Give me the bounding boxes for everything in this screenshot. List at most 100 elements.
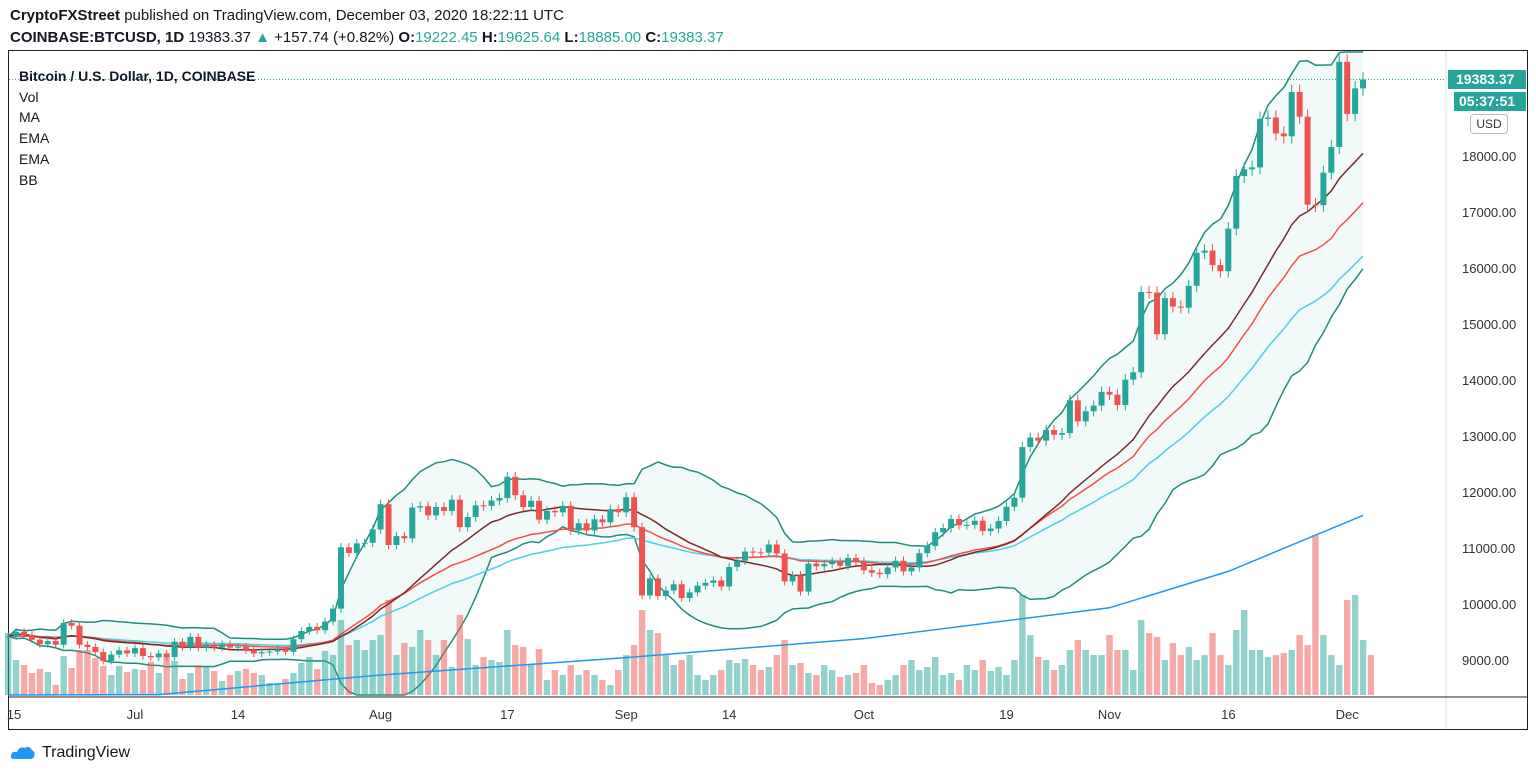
ema-slow-line[interactable]: [8, 255, 1364, 647]
author[interactable]: CryptoFXStreet: [10, 7, 121, 24]
candle[interactable]: [84, 641, 91, 651]
candle[interactable]: [282, 645, 289, 656]
candle[interactable]: [195, 633, 202, 652]
candle[interactable]: [520, 490, 527, 512]
candle[interactable]: [345, 542, 352, 558]
candle[interactable]: [1328, 139, 1335, 180]
candle[interactable]: [1098, 386, 1105, 411]
candle[interactable]: [100, 648, 107, 665]
candle[interactable]: [528, 496, 535, 512]
candle[interactable]: [1130, 366, 1137, 386]
candle[interactable]: [1177, 300, 1184, 314]
candle[interactable]: [948, 514, 955, 533]
candle[interactable]: [876, 568, 883, 579]
candle[interactable]: [892, 556, 899, 572]
candle[interactable]: [797, 571, 804, 596]
candle[interactable]: [258, 648, 265, 658]
bb-upper-line[interactable]: [7, 51, 1363, 640]
candle[interactable]: [242, 643, 249, 654]
candle[interactable]: [227, 640, 234, 652]
candle[interactable]: [1161, 292, 1168, 341]
candle[interactable]: [1344, 54, 1351, 122]
candle[interactable]: [583, 518, 590, 535]
ma-long-line[interactable]: [8, 514, 1364, 696]
candle[interactable]: [377, 499, 384, 534]
candle[interactable]: [314, 623, 321, 634]
candle[interactable]: [1272, 110, 1279, 141]
candle[interactable]: [1217, 258, 1224, 278]
candle[interactable]: [52, 637, 59, 649]
candle[interactable]: [116, 646, 123, 659]
legend-title[interactable]: Bitcoin / U.S. Dollar, 1D, COINBASE: [19, 68, 256, 84]
candle[interactable]: [734, 556, 741, 572]
candle[interactable]: [401, 531, 408, 543]
candle[interactable]: [330, 604, 337, 626]
candle[interactable]: [995, 516, 1002, 534]
candle[interactable]: [266, 647, 273, 656]
candle[interactable]: [971, 516, 978, 530]
candle[interactable]: [21, 628, 28, 639]
candle[interactable]: [1193, 246, 1200, 292]
candle[interactable]: [536, 496, 543, 525]
candle[interactable]: [1066, 394, 1073, 439]
legend-ma[interactable]: MA: [19, 109, 40, 126]
candle[interactable]: [219, 640, 226, 652]
candle[interactable]: [1233, 169, 1240, 236]
candle[interactable]: [813, 559, 820, 571]
candle[interactable]: [1051, 424, 1058, 440]
candle[interactable]: [1304, 109, 1311, 212]
candle[interactable]: [868, 566, 875, 577]
candle[interactable]: [1138, 285, 1145, 378]
candle[interactable]: [852, 553, 859, 566]
candle[interactable]: [1312, 197, 1319, 212]
candle[interactable]: [1264, 110, 1271, 127]
bb-lower-line[interactable]: [7, 268, 1364, 696]
candle[interactable]: [955, 514, 962, 530]
candle[interactable]: [512, 471, 519, 500]
candle[interactable]: [615, 504, 622, 517]
candle[interactable]: [1249, 160, 1256, 177]
candle[interactable]: [979, 516, 986, 536]
candle[interactable]: [337, 542, 344, 613]
candle[interactable]: [591, 514, 598, 535]
candle[interactable]: [448, 495, 455, 516]
candle[interactable]: [559, 501, 566, 517]
ma-line[interactable]: [7, 152, 1364, 651]
candle[interactable]: [702, 578, 709, 590]
candle[interactable]: [631, 492, 638, 532]
candle[interactable]: [623, 492, 630, 517]
candle[interactable]: [924, 541, 931, 558]
candle[interactable]: [765, 540, 772, 557]
candle[interactable]: [963, 520, 970, 530]
candle[interactable]: [440, 502, 447, 516]
candle[interactable]: [496, 493, 503, 506]
candle[interactable]: [646, 574, 653, 600]
candle[interactable]: [1280, 126, 1287, 144]
candle[interactable]: [92, 643, 99, 656]
candle[interactable]: [203, 641, 210, 652]
candle[interactable]: [726, 562, 733, 591]
candle[interactable]: [1169, 292, 1176, 313]
candle[interactable]: [369, 524, 376, 548]
candle[interactable]: [654, 574, 661, 601]
candle[interactable]: [1043, 424, 1050, 446]
candle[interactable]: [607, 504, 614, 527]
candle[interactable]: [155, 649, 162, 661]
candle[interactable]: [884, 563, 891, 579]
legend-vol[interactable]: Vol: [19, 88, 39, 105]
candle[interactable]: [821, 559, 828, 571]
candle[interactable]: [543, 506, 550, 525]
candle[interactable]: [480, 500, 487, 511]
candle[interactable]: [599, 514, 606, 527]
candle[interactable]: [1288, 84, 1295, 144]
candle[interactable]: [393, 531, 400, 550]
candle[interactable]: [670, 580, 677, 595]
candle[interactable]: [1003, 502, 1010, 526]
candle[interactable]: [1035, 432, 1042, 446]
candle[interactable]: [1146, 285, 1153, 299]
candle[interactable]: [932, 527, 939, 551]
candle[interactable]: [124, 646, 131, 658]
candle[interactable]: [5, 632, 12, 641]
candle[interactable]: [773, 540, 780, 558]
candle[interactable]: [678, 580, 685, 602]
